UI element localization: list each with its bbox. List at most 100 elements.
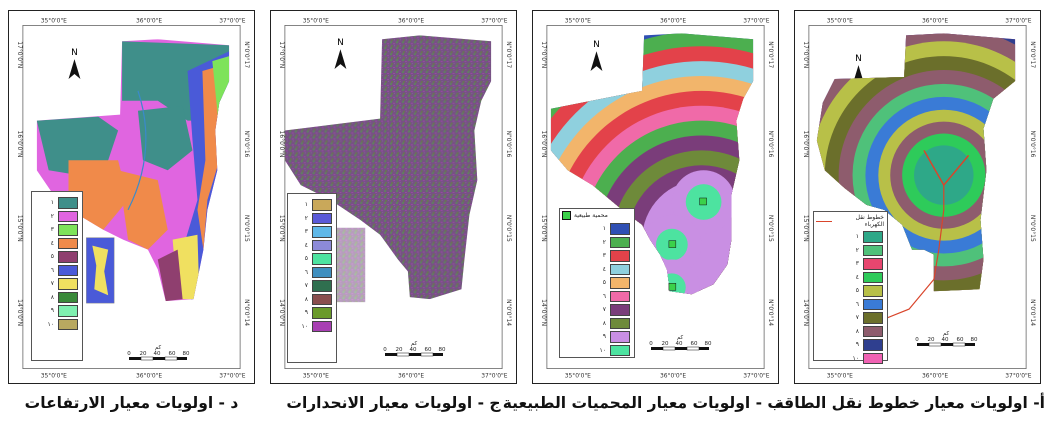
svg-text:كم: كم — [677, 334, 684, 341]
legend-swatch — [58, 197, 78, 209]
coord-label: 17°0'0"N — [540, 41, 547, 68]
svg-text:40: 40 — [410, 347, 417, 353]
legend-item: ٩ — [288, 306, 336, 320]
legend-label: ٦ — [855, 300, 859, 308]
legend-swatch — [58, 291, 78, 303]
coord-label: 14°0'0"N — [802, 299, 809, 326]
coord-label: 37°0'0"E — [481, 17, 507, 24]
coord-label: 37°0'0"E — [1005, 373, 1031, 380]
legend-swatch — [863, 339, 883, 351]
legend-label: ١ — [304, 201, 308, 209]
legend-swatch — [610, 317, 630, 329]
svg-text:N: N — [337, 38, 344, 48]
panel-caption: د - اولويات معيار الارتفاعات — [24, 394, 239, 412]
coord-label: 15°0'0"N — [278, 215, 285, 242]
legend-item: ١ — [814, 230, 887, 244]
map-panel-natural-reserves: 35°0'0"E 36°0'0"E 37°0'0"E 35°0'0"E 36°0… — [532, 10, 779, 384]
coord-label: 16°0'0"N — [802, 131, 809, 158]
legend-swatch — [58, 210, 78, 222]
coord-label: N"0'0°14 — [243, 299, 250, 326]
svg-text:0: 0 — [915, 337, 919, 343]
coord-label: 36°0'0"E — [398, 373, 424, 380]
reserve-symbol — [562, 211, 571, 220]
legend-label: ٨ — [50, 293, 54, 301]
legend-swatch — [312, 199, 332, 211]
legend-label: ١٠ — [301, 322, 308, 330]
legend-swatch — [610, 331, 630, 343]
legend-label: ٩ — [50, 307, 54, 315]
legend-item: ١ — [288, 198, 336, 212]
coord-label: 16°0'0"N — [540, 131, 547, 158]
coord-label: 35°0'0"E — [41, 373, 67, 380]
svg-text:N: N — [593, 40, 600, 50]
legend-item: ٧ — [814, 311, 887, 325]
legend-item: ٥ — [560, 276, 634, 290]
power-line-symbol — [816, 220, 832, 222]
legend-item: ٤ — [814, 271, 887, 285]
legend-item: ٦ — [814, 298, 887, 312]
legend-item: ١ — [32, 196, 82, 210]
coord-label: 14°0'0"N — [540, 299, 547, 326]
legend-swatch — [58, 224, 78, 236]
legend-label: ١٠ — [47, 320, 54, 328]
legend-swatch — [610, 277, 630, 289]
legend-label: ٥ — [304, 255, 308, 263]
legend-item: ٤ — [32, 237, 82, 251]
legend-item: ٨ — [288, 293, 336, 307]
map-panel-elevations: 35°0'0"E 36°0'0"E 37°0'0"E 35°0'0"E 36°0… — [8, 10, 255, 384]
legend-swatch — [312, 226, 332, 238]
legend-item: ٩ — [32, 304, 82, 318]
legend-swatch — [58, 251, 78, 263]
legend-item: ٢ — [32, 210, 82, 224]
legend-swatch — [863, 325, 883, 337]
reserve-marker — [699, 197, 707, 206]
coord-label: 16°0'0"N — [278, 131, 285, 158]
north-arrow-icon: N — [68, 48, 81, 79]
coord-label: 36°0'0"E — [922, 373, 948, 380]
coord-label: 17°0'0"N — [16, 41, 23, 68]
legend-label: ٦ — [602, 292, 606, 300]
reserve-marker — [668, 240, 677, 248]
coord-label: 14°0'0"N — [278, 299, 285, 326]
legend-label: ٥ — [50, 253, 54, 261]
legend-label: ١ — [602, 225, 606, 233]
svg-text:80: 80 — [971, 337, 978, 343]
legend-title: خطوط نقل الكهرباء — [855, 214, 884, 228]
coord-label: N"0'0°15 — [1029, 215, 1036, 242]
legend-item: ٤ — [288, 239, 336, 253]
svg-text:كم: كم — [155, 344, 162, 351]
legend-item: ٣ — [814, 257, 887, 271]
coord-label: N"0'0°17 — [767, 41, 774, 68]
svg-text:60: 60 — [957, 337, 964, 343]
coord-label: 35°0'0"E — [827, 17, 853, 24]
legend-title: محمية طبيعية — [574, 212, 608, 219]
map-panel-slopes: 35°0'0"E 36°0'0"E 37°0'0"E 35°0'0"E 36°0… — [270, 10, 517, 384]
coord-label: 35°0'0"E — [41, 17, 67, 24]
legend-swatch — [610, 223, 630, 235]
legend-label: ٨ — [304, 295, 308, 303]
legend-label: ٢ — [602, 238, 606, 246]
coord-label: 36°0'0"E — [660, 373, 686, 380]
coord-label: N"0'0°17 — [505, 41, 512, 68]
svg-text:0: 0 — [383, 347, 387, 353]
svg-text:0: 0 — [649, 341, 653, 347]
legend-swatch — [312, 266, 332, 278]
svg-text:40: 40 — [676, 341, 683, 347]
legend-label: ١٠ — [852, 354, 859, 362]
svg-text:60: 60 — [425, 347, 432, 353]
coord-label: N"0'0°14 — [505, 299, 512, 326]
panel-caption: ب - اولويات معيار المحميات الطبيعية — [502, 394, 783, 412]
legend-item: ١٠ — [814, 352, 887, 366]
legend-item: ٢ — [560, 236, 634, 250]
legend-label: ٣ — [602, 252, 606, 260]
coord-label: 36°0'0"E — [136, 373, 162, 380]
legend-item: ٧ — [288, 279, 336, 293]
legend-item: ٣ — [288, 225, 336, 239]
coord-label: 17°0'0"N — [802, 41, 809, 68]
legend-label: ٢ — [50, 212, 54, 220]
svg-text:60: 60 — [169, 351, 176, 357]
legend-swatch — [312, 253, 332, 265]
coord-label: 35°0'0"E — [565, 17, 591, 24]
legend-swatch — [863, 285, 883, 297]
legend-label: ٩ — [855, 341, 859, 349]
